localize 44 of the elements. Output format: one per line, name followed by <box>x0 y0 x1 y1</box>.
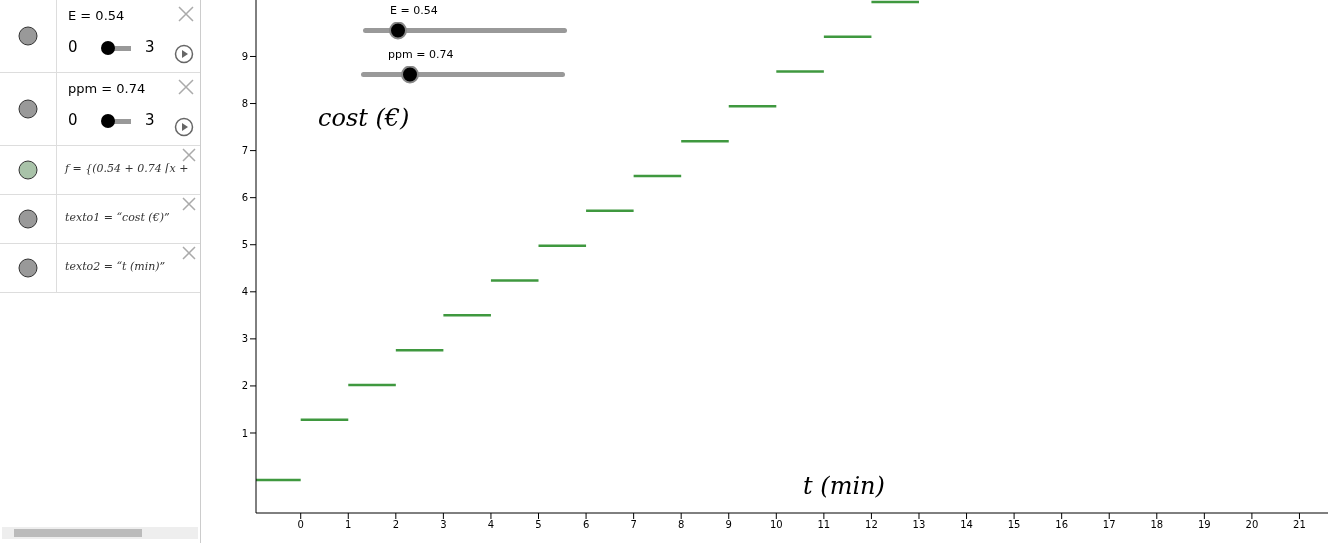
text: E = 0.54 <box>68 8 125 23</box>
annotation: ppm = 0.74 <box>388 48 454 61</box>
text: texto1 = “cost (€)” <box>65 211 170 224</box>
y-axis-title: cost (€) <box>318 104 410 132</box>
x-tick-label: 7 <box>630 519 637 531</box>
y-tick-label: 1 <box>241 427 248 439</box>
x-tick-label: 4 <box>487 519 495 531</box>
y-tick-label: 2 <box>241 380 248 392</box>
y-tick-label: 6 <box>241 192 248 204</box>
y-tick-label: 4 <box>241 286 248 298</box>
x-axis-title: t (min) <box>803 472 885 500</box>
y-tick-label: 8 <box>241 98 248 110</box>
x-tick-label: 13 <box>912 519 926 531</box>
x-tick-label: 11 <box>817 519 831 531</box>
y-tick-label: 9 <box>241 51 248 63</box>
text: ppm = 0.74 <box>68 81 146 96</box>
x-tick-label: 10 <box>769 519 783 531</box>
x-tick-label: 16 <box>1055 519 1069 531</box>
x-tick-label: 0 <box>297 519 304 531</box>
text: 3 <box>145 111 155 129</box>
y-tick-label: 5 <box>241 239 248 251</box>
x-tick-label: 1 <box>345 519 352 531</box>
x-tick-label: 5 <box>535 519 542 531</box>
x-tick-label: 14 <box>960 519 973 531</box>
x-tick-label: 17 <box>1102 519 1116 531</box>
text: 0 <box>68 38 78 56</box>
x-tick-label: 3 <box>440 519 447 531</box>
text: 0 <box>68 111 78 129</box>
x-tick-label: 8 <box>678 519 685 531</box>
x-tick-label: 20 <box>1245 519 1259 531</box>
x-tick-label: 15 <box>1007 519 1021 531</box>
x-tick-label: 12 <box>865 519 878 531</box>
x-tick-label: 18 <box>1150 519 1164 531</box>
y-tick-label: 3 <box>241 333 248 345</box>
text: texto2 = “t (min)” <box>65 260 166 273</box>
x-tick-label: 9 <box>725 519 732 531</box>
x-tick-label: 19 <box>1197 519 1211 531</box>
text: f = {(0.54 + 0.74 ⌈x + <box>65 162 189 175</box>
x-tick-label: 2 <box>392 519 400 531</box>
y-tick-label: 7 <box>241 145 248 157</box>
text: 3 <box>145 38 155 56</box>
x-tick-label: 21 <box>1293 519 1306 531</box>
annotation: E = 0.54 <box>390 4 438 17</box>
x-tick-label: 6 <box>582 519 590 531</box>
